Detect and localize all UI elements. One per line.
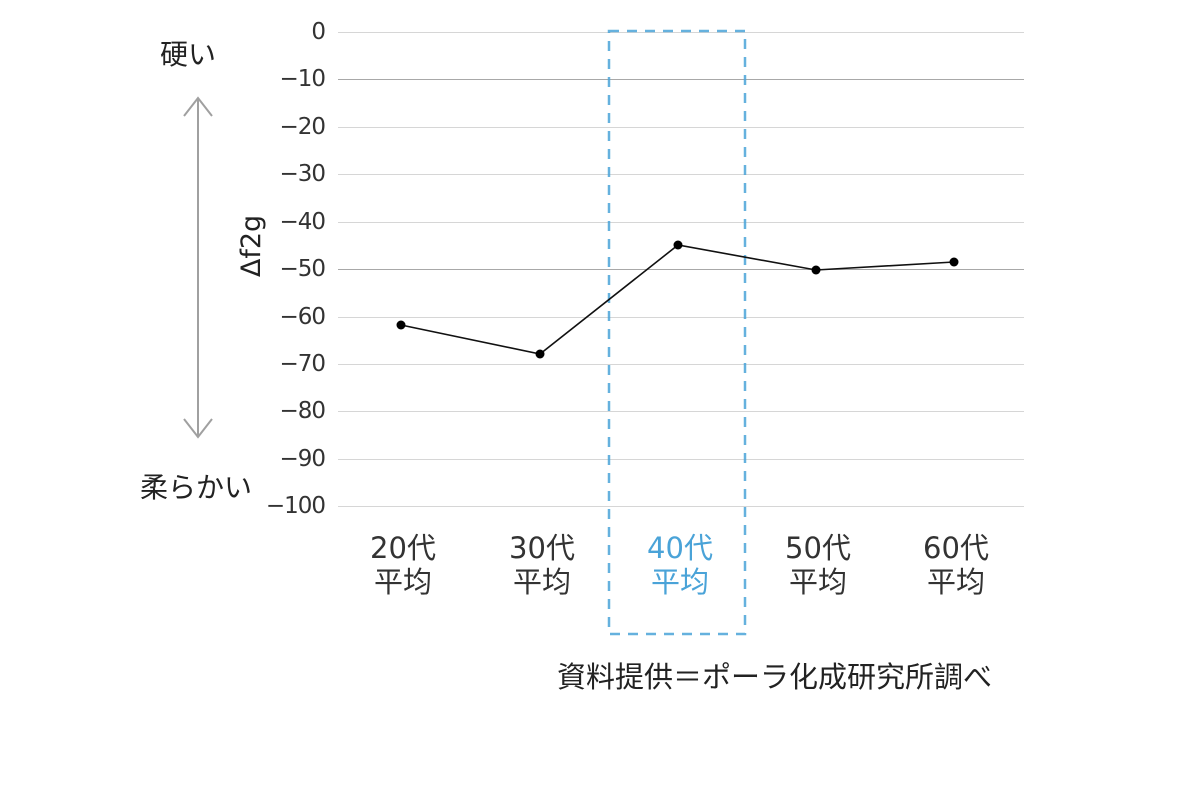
- label-soft: 柔らかい: [140, 471, 253, 504]
- category-label-line2: 平均: [650, 565, 709, 599]
- gridline-50: [338, 269, 1024, 270]
- gridline-80: [338, 411, 1024, 412]
- category-label-line2: 平均: [926, 565, 985, 599]
- category-label-line2: 平均: [373, 565, 432, 599]
- category-50s: 50代 平均: [763, 531, 873, 599]
- y-tick-10: −10: [279, 66, 326, 92]
- category-label-line1: 60代: [923, 531, 989, 565]
- data-point-40s: [673, 240, 683, 250]
- category-label-line2: 平均: [788, 565, 847, 599]
- category-label-line1: 50代: [785, 531, 851, 565]
- source-note: 資料提供＝ポーラ化成研究所調べ: [557, 660, 993, 694]
- highlight-box: [607, 29, 747, 636]
- y-tick-80: −80: [279, 398, 326, 424]
- gridline-20: [338, 127, 1024, 128]
- gridline-30: [338, 174, 1024, 175]
- gridline-40: [338, 222, 1024, 223]
- y-tick-0: 0: [311, 19, 326, 45]
- y-tick-40: −40: [279, 209, 326, 235]
- gridline-90: [338, 459, 1024, 460]
- data-point-30s: [535, 349, 545, 359]
- hardness-arrow-icon: [183, 96, 213, 439]
- y-tick-50: −50: [279, 256, 326, 282]
- data-point-50s: [811, 265, 821, 275]
- category-label-line1: 40代: [647, 531, 713, 565]
- data-points: [396, 240, 959, 359]
- label-hard: 硬い: [160, 38, 217, 71]
- gridline-100: [338, 506, 1024, 507]
- category-40s: 40代 平均: [625, 531, 735, 599]
- category-label-line1: 30代: [509, 531, 575, 565]
- gridline-10: [338, 79, 1024, 80]
- y-tick-20: −20: [279, 114, 326, 140]
- data-point-60s: [949, 257, 959, 267]
- category-20s: 20代 平均: [348, 531, 458, 599]
- category-60s: 60代 平均: [901, 531, 1011, 599]
- y-tick-70: −70: [279, 351, 326, 377]
- category-label-line1: 20代: [370, 531, 436, 565]
- gridline-0: [338, 32, 1024, 33]
- y-tick-100: −100: [265, 493, 326, 519]
- category-label-line2: 平均: [512, 565, 571, 599]
- gridline-70: [338, 364, 1024, 365]
- data-point-20s: [396, 320, 406, 330]
- gridline-60: [338, 317, 1024, 318]
- y-tick-30: −30: [279, 161, 326, 187]
- data-line: [400, 244, 955, 355]
- y-tick-60: −60: [279, 304, 326, 330]
- y-tick-90: −90: [279, 446, 326, 472]
- category-30s: 30代 平均: [487, 531, 597, 599]
